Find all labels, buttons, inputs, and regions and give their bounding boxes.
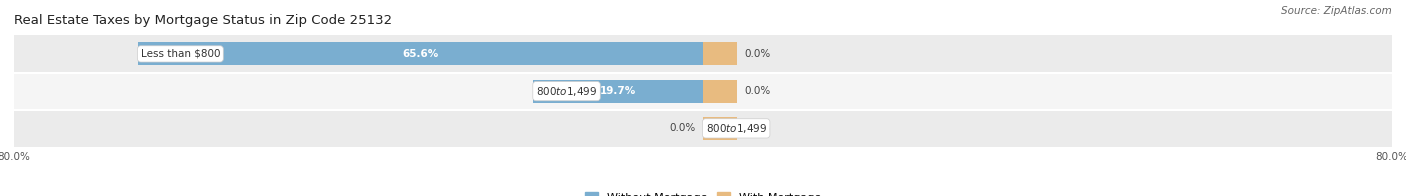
Text: 0.0%: 0.0% [744, 49, 770, 59]
Text: Less than $800: Less than $800 [141, 49, 221, 59]
Text: $800 to $1,499: $800 to $1,499 [706, 122, 766, 135]
Text: Source: ZipAtlas.com: Source: ZipAtlas.com [1281, 6, 1392, 16]
Text: 0.0%: 0.0% [744, 123, 770, 133]
Bar [703, 117, 738, 140]
Text: 65.6%: 65.6% [402, 49, 439, 59]
Text: 0.0%: 0.0% [669, 123, 696, 133]
Text: 0.0%: 0.0% [744, 86, 770, 96]
Bar [533, 80, 703, 103]
Text: Real Estate Taxes by Mortgage Status in Zip Code 25132: Real Estate Taxes by Mortgage Status in … [14, 14, 392, 27]
Bar [703, 80, 738, 103]
Legend: Without Mortgage, With Mortgage: Without Mortgage, With Mortgage [585, 192, 821, 196]
Bar [14, 73, 1392, 110]
Bar [14, 110, 1392, 147]
Bar [138, 42, 703, 65]
Text: $800 to $1,499: $800 to $1,499 [536, 85, 598, 98]
Text: 19.7%: 19.7% [600, 86, 637, 96]
Bar [703, 42, 738, 65]
Bar [14, 35, 1392, 73]
